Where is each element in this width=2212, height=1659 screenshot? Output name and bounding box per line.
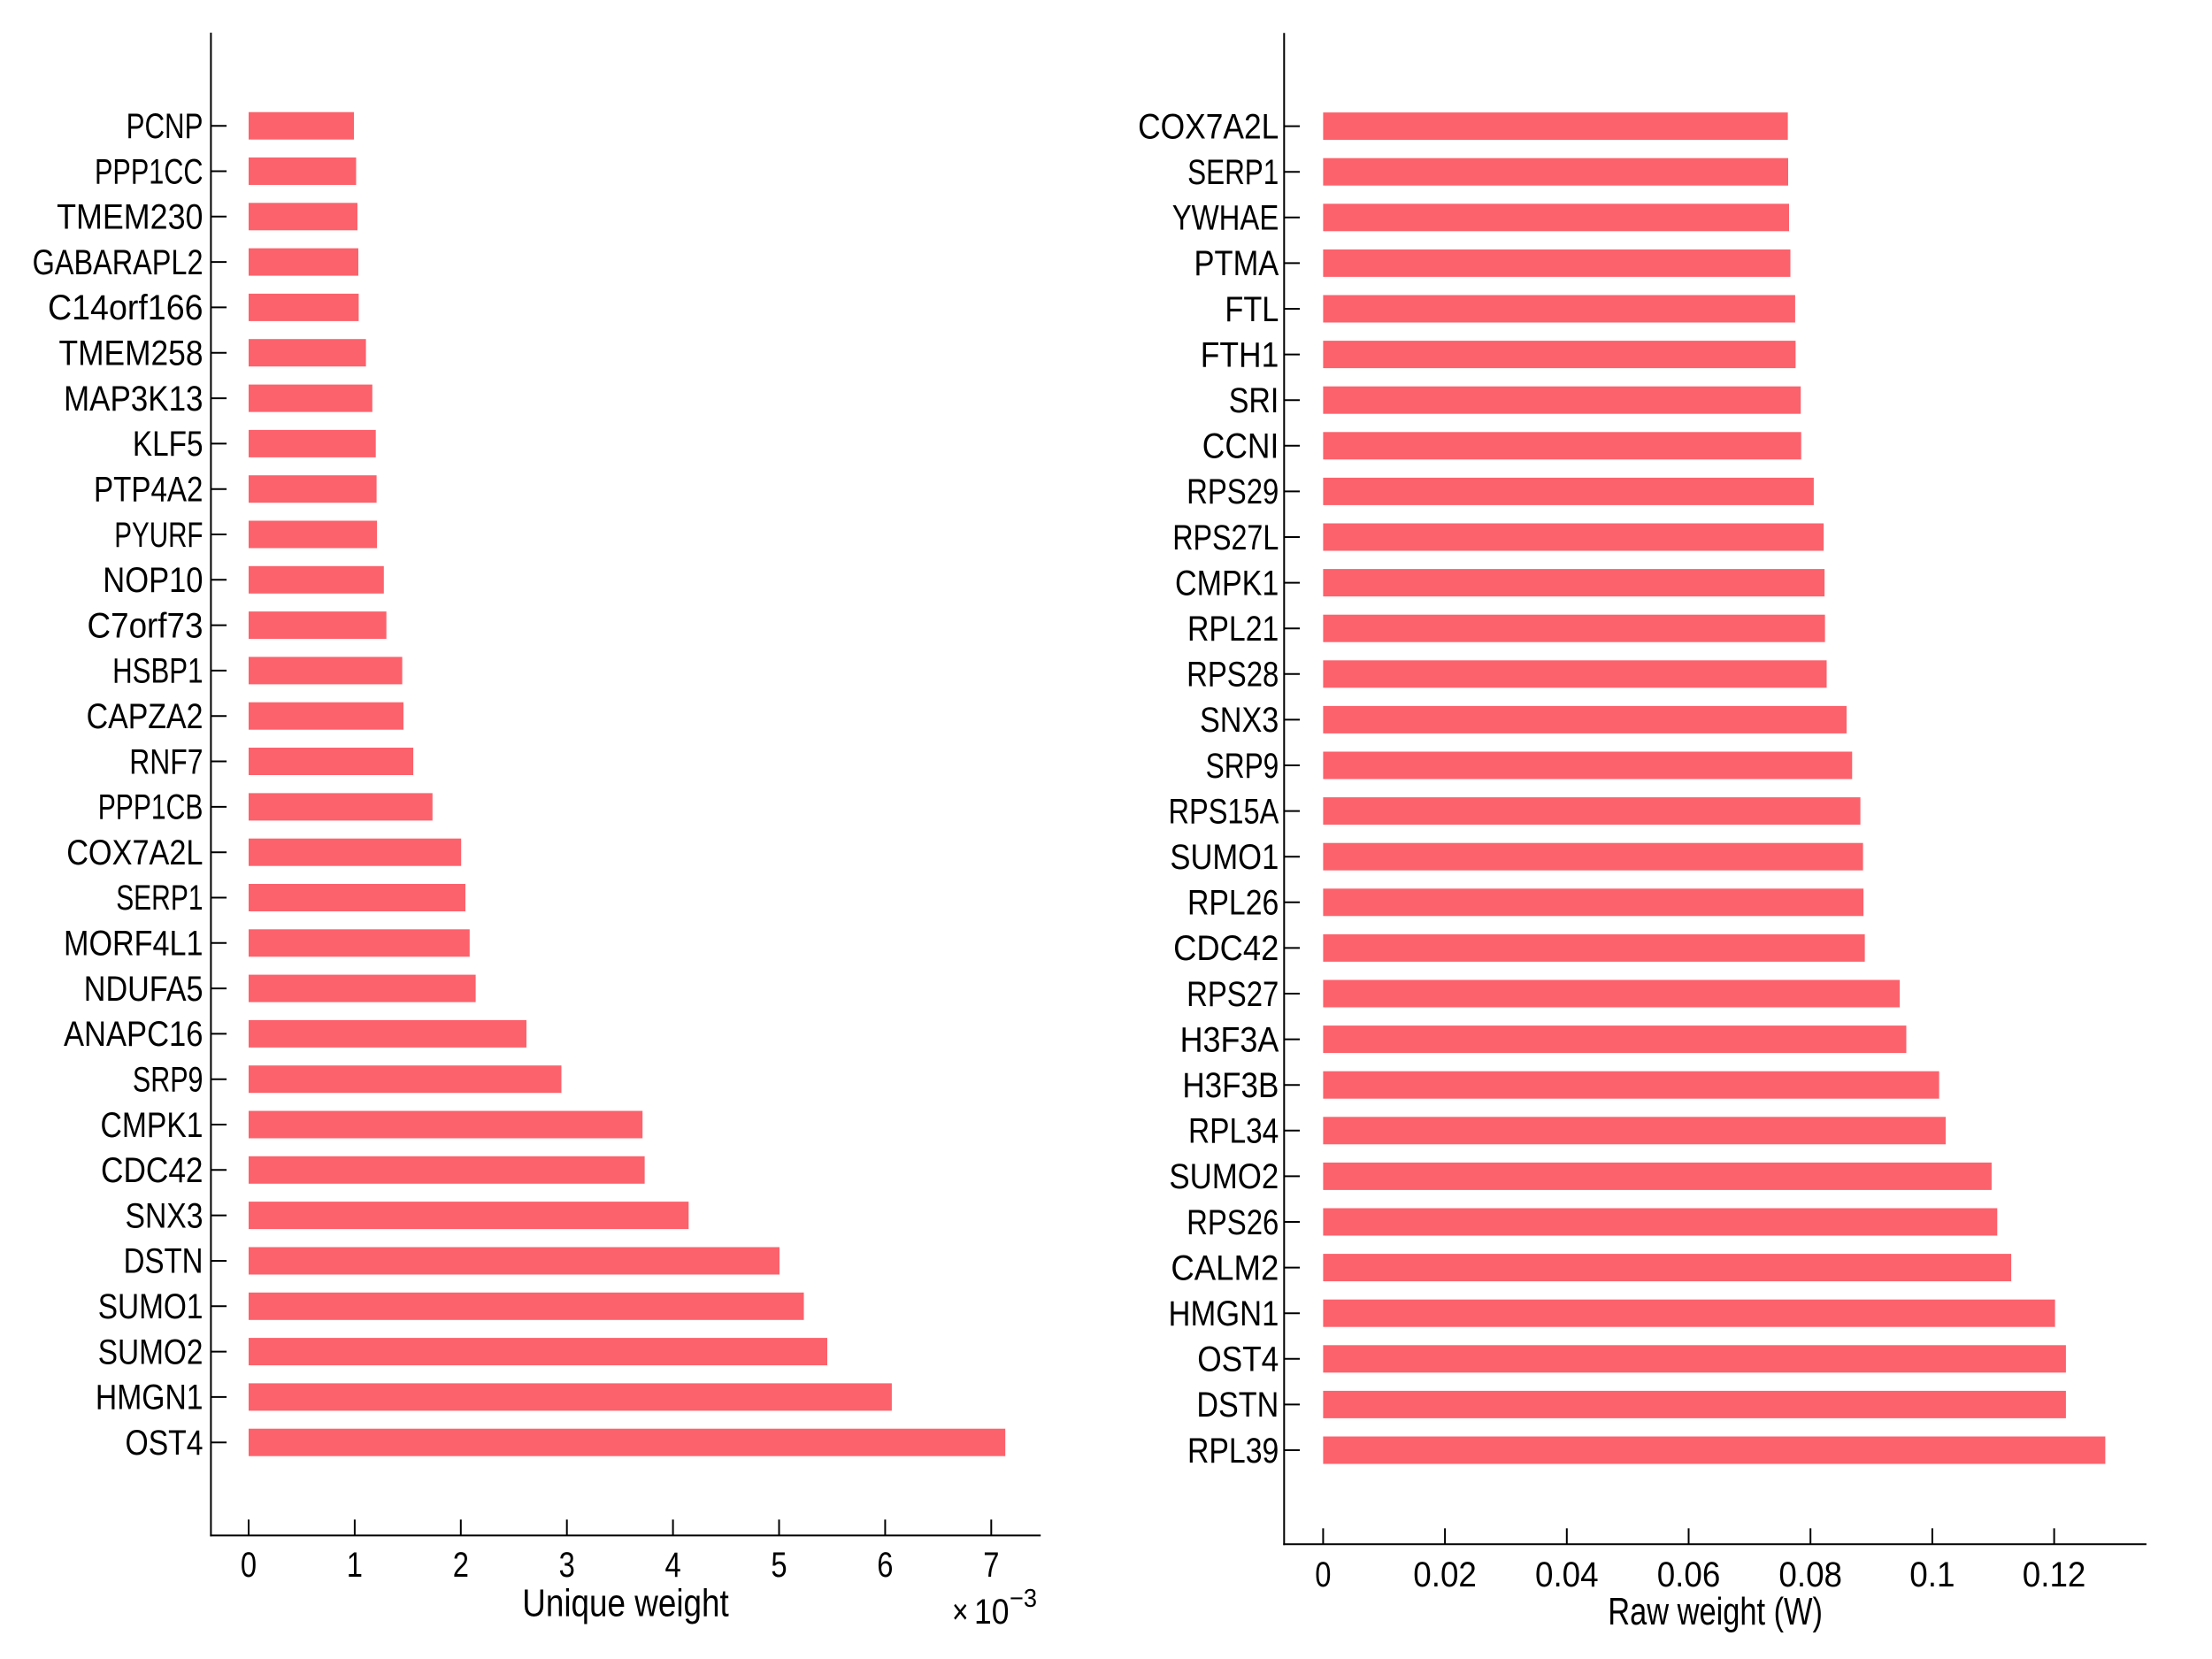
svg-text:0.02: 0.02: [1413, 1555, 1477, 1594]
svg-text:CMPK1: CMPK1: [101, 1106, 204, 1145]
svg-text:3: 3: [559, 1546, 575, 1585]
svg-text:6: 6: [877, 1546, 893, 1585]
svg-text:RPL34: RPL34: [1188, 1112, 1279, 1151]
svg-text:CDC42: CDC42: [1173, 929, 1279, 968]
svg-text:SRP9: SRP9: [1206, 747, 1279, 786]
svg-text:SUMO1: SUMO1: [98, 1287, 204, 1326]
svg-text:RPL26: RPL26: [1187, 884, 1279, 923]
svg-text:RPS29: RPS29: [1187, 472, 1279, 511]
svg-text:2: 2: [453, 1546, 469, 1585]
svg-text:PYURF: PYURF: [114, 516, 203, 555]
svg-text:C14orf166: C14orf166: [48, 288, 204, 327]
svg-text:SNX3: SNX3: [126, 1196, 204, 1235]
svg-text:OST4: OST4: [126, 1424, 204, 1463]
svg-text:7: 7: [983, 1546, 999, 1585]
svg-text:TMEM230: TMEM230: [57, 198, 203, 237]
svg-text:×: ×: [952, 1593, 969, 1632]
svg-text:Unique weight: Unique weight: [522, 1581, 729, 1624]
svg-text:H3F3A: H3F3A: [1180, 1020, 1279, 1059]
svg-text:GABARAPL2: GABARAPL2: [33, 243, 204, 282]
svg-text:OST4: OST4: [1197, 1340, 1279, 1379]
svg-text:PCNP: PCNP: [127, 107, 204, 146]
svg-text:RPS15A: RPS15A: [1169, 792, 1279, 831]
svg-text:KLF5: KLF5: [133, 425, 204, 464]
svg-text:0.1: 0.1: [1909, 1555, 1955, 1594]
svg-text:SNX3: SNX3: [1200, 701, 1279, 740]
svg-text:−3: −3: [1010, 1585, 1037, 1613]
svg-text:DSTN: DSTN: [1196, 1386, 1279, 1425]
svg-text:4: 4: [665, 1546, 681, 1585]
svg-text:FTL: FTL: [1225, 290, 1279, 329]
svg-text:0.06: 0.06: [1657, 1555, 1721, 1594]
svg-text:RNF7: RNF7: [129, 742, 203, 781]
svg-text:DSTN: DSTN: [124, 1242, 204, 1281]
svg-text:RPL39: RPL39: [1187, 1432, 1279, 1471]
svg-text:CMPK1: CMPK1: [1175, 564, 1279, 603]
svg-text:COX7A2L: COX7A2L: [1138, 107, 1279, 146]
svg-text:YWHAE: YWHAE: [1172, 199, 1279, 238]
svg-text:CDC42: CDC42: [101, 1151, 204, 1190]
svg-text:NDUFA5: NDUFA5: [84, 970, 204, 1009]
svg-text:CAPZA2: CAPZA2: [87, 697, 204, 736]
svg-text:5: 5: [771, 1546, 787, 1585]
svg-text:SUMO2: SUMO2: [98, 1333, 204, 1371]
svg-text:SERP1: SERP1: [116, 879, 203, 918]
svg-text:RPS27: RPS27: [1187, 975, 1279, 1014]
svg-text:CALM2: CALM2: [1171, 1248, 1279, 1287]
svg-text:FTH1: FTH1: [1201, 335, 1279, 374]
svg-text:RPS28: RPS28: [1187, 656, 1279, 695]
svg-text:SERP1: SERP1: [1187, 153, 1279, 192]
svg-text:RPS26: RPS26: [1187, 1203, 1279, 1242]
svg-text:ANAPC16: ANAPC16: [64, 1015, 204, 1054]
svg-text:PTP4A2: PTP4A2: [94, 470, 204, 509]
svg-text:PPP1CC: PPP1CC: [95, 152, 204, 191]
svg-text:NOP10: NOP10: [103, 561, 203, 600]
svg-text:MORF4L1: MORF4L1: [64, 925, 204, 964]
svg-text:0.12: 0.12: [2023, 1555, 2086, 1594]
svg-text:RPS27L: RPS27L: [1172, 518, 1279, 557]
svg-text:1: 1: [347, 1546, 363, 1585]
svg-text:H3F3B: H3F3B: [1182, 1066, 1279, 1105]
svg-text:COX7A2L: COX7A2L: [66, 833, 203, 872]
svg-text:HSBP1: HSBP1: [112, 652, 203, 691]
svg-text:C7orf73: C7orf73: [88, 606, 204, 645]
svg-text:0: 0: [241, 1546, 257, 1585]
svg-text:HMGN1: HMGN1: [96, 1379, 204, 1417]
svg-text:SRI: SRI: [1229, 381, 1279, 420]
svg-text:CCNI: CCNI: [1202, 427, 1279, 466]
svg-text:0: 0: [1315, 1555, 1331, 1594]
svg-text:PPP1CB: PPP1CB: [98, 788, 204, 827]
svg-text:PTMA: PTMA: [1194, 244, 1279, 283]
svg-text:Raw weight (W): Raw weight (W): [1608, 1590, 1823, 1633]
svg-text:SUMO1: SUMO1: [1170, 838, 1279, 877]
svg-text:0.08: 0.08: [1778, 1555, 1842, 1594]
svg-text:TMEM258: TMEM258: [59, 334, 204, 373]
svg-text:RPL21: RPL21: [1187, 610, 1279, 649]
svg-text:0.04: 0.04: [1535, 1555, 1599, 1594]
svg-text:SUMO2: SUMO2: [1169, 1157, 1279, 1196]
svg-text:10: 10: [974, 1593, 1010, 1632]
svg-text:SRP9: SRP9: [133, 1061, 204, 1100]
svg-text:HMGN1: HMGN1: [1169, 1294, 1279, 1333]
svg-text:MAP3K13: MAP3K13: [64, 380, 204, 419]
